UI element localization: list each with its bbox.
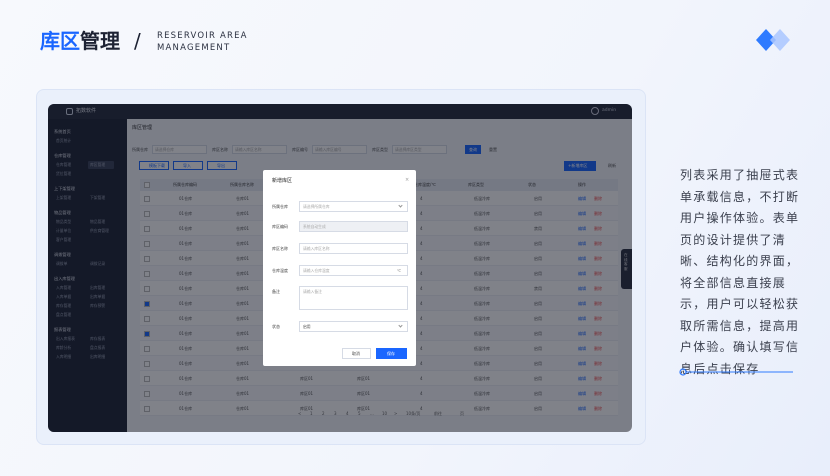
cancel-button [342,348,371,359]
title: 库区管理 [40,29,120,53]
field-label: 仓库温度 [272,268,288,273]
field-unit: ℃ [397,268,402,273]
field-label: 库区编码 [272,224,288,229]
field-placeholder: 系统自动生成 [303,224,326,229]
cancel-text: 取消 [352,351,360,356]
field-input [299,265,408,276]
screenshot: 拓数软件admin系统首页首页统计仓库管理仓库管理库区管理货位管理上下架管理上架… [48,104,632,432]
field-input [299,286,408,310]
field-label: 状态 [272,324,280,329]
field-input [299,201,408,212]
field-label: 备注 [272,289,280,294]
subtitle: RESERVOIR AREA MANAGEMENT [157,30,248,54]
field-placeholder: 启用 [303,324,311,329]
logo [756,29,790,51]
description: 列表采用了抽屉式表单承载信息，不打断用户操作体验。表单页的设计提供了清晰、结构化… [680,168,800,376]
field-label: 所属仓库 [272,204,288,209]
field-placeholder: 请输入备注 [303,289,322,294]
field-placeholder: 请输入仓库温度 [303,268,330,273]
field-input [299,221,408,232]
subtitle-line: MANAGEMENT [157,43,231,53]
field-label: 库区名称 [272,246,288,251]
subtitle-line: RESERVOIR AREA [157,31,248,41]
modal: 新增库区 × 所属仓库 请选择所属仓库库区编码 系统自动生成库区名称 请输入库区名称仓库温… [263,170,416,366]
save-button [376,348,407,359]
field-input [299,321,408,332]
title-accent: 库区 [40,29,80,53]
field-placeholder: 请输入库区名称 [303,246,330,251]
separator: / [134,29,141,53]
field-placeholder: 请选择所属仓库 [303,204,330,209]
save-text: 保存 [387,351,395,356]
modal-title: 新增库区 [272,178,293,184]
modal-close: × [405,177,410,183]
decor-line [679,368,793,376]
title-main: 管理 [80,29,120,53]
field-input [299,243,408,254]
